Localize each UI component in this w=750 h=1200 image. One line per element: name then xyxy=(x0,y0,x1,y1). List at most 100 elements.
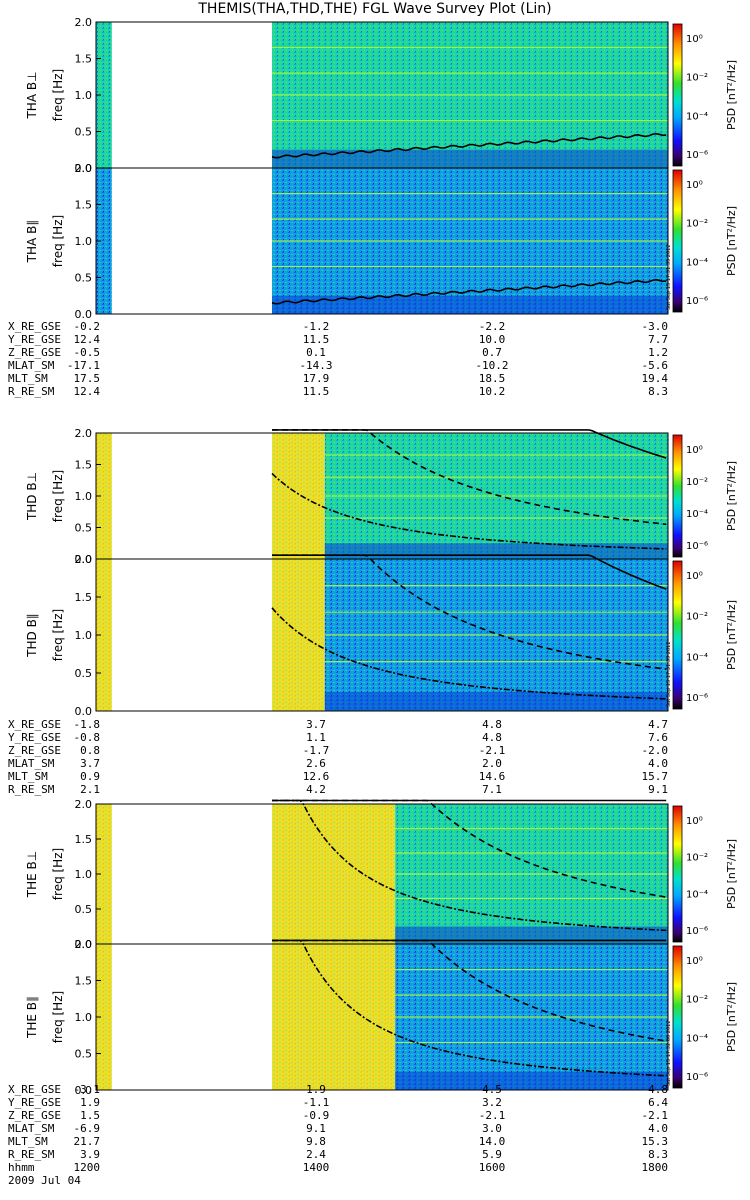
colorbar-tick-label: 10⁻⁶ xyxy=(686,1072,708,1083)
ephemeris-value: 5.9 xyxy=(482,1148,502,1161)
y-tick-label: 1.0 xyxy=(75,868,93,881)
y-tick-label: 1.0 xyxy=(75,89,93,102)
y-tick-label: 1.5 xyxy=(75,199,93,212)
ephemeris-value: 8.3 xyxy=(648,385,668,398)
time-axis: hhmm 1200 1400 1600 1800 2009 Jul 04 xyxy=(8,1161,668,1187)
half-gyrofrequency-curve xyxy=(272,939,667,1042)
colorbar-tick-label: 10⁻² xyxy=(686,995,708,1006)
ephemeris-value: 21.7 xyxy=(74,1135,101,1148)
ephemeris-name: MLT_SM xyxy=(8,1135,48,1148)
ephemeris-value: 12.4 xyxy=(74,333,101,346)
ephemeris-value: 19.4 xyxy=(642,372,669,385)
ephemeris-name: X_RE_GSE xyxy=(8,718,61,731)
colorbar-tick-label: 10⁰ xyxy=(686,445,703,456)
panel-unit: freq [Hz] xyxy=(51,69,65,121)
ephemeris-value: 12.4 xyxy=(74,385,101,398)
ephemeris-value: 9.1 xyxy=(648,783,668,796)
y-tick-label: 2.0 xyxy=(75,798,93,811)
he-gyrofrequency-curve xyxy=(271,607,667,700)
colorbar-tick-label: 10⁻⁴ xyxy=(686,1033,708,1044)
he-gyrofrequency-curve xyxy=(272,939,667,1077)
low-frequency-band xyxy=(395,1071,668,1090)
low-frequency-band xyxy=(395,926,668,944)
ephemeris-value: 3.2 xyxy=(482,1096,502,1109)
y-tick-label: 0.5 xyxy=(75,126,93,139)
y-tick-label: 0.0 xyxy=(75,553,93,566)
ephemeris-value: -0.8 xyxy=(74,731,101,744)
ephemeris-name: MLAT_SM xyxy=(8,1122,55,1135)
colorbar-label: PSD [nT²/Hz] xyxy=(725,982,738,1052)
ephemeris-name: R_RE_SM xyxy=(8,385,55,398)
panel-label: THE B⊥ xyxy=(25,851,39,898)
ephemeris-name: Y_RE_GSE xyxy=(8,731,61,744)
ephemeris-name: Z_RE_GSE xyxy=(8,744,61,757)
colorbar-tick-label: 10⁻⁴ xyxy=(686,257,708,268)
ephemeris-table: X_RE_GSE -1.8 3.7 4.8 4.7 Y_RE_GSE -0.8 1.1 4.8 7… xyxy=(8,718,668,796)
panel-label: THA B⊥ xyxy=(25,71,39,119)
colorbar-tick-label: 10⁻⁴ xyxy=(686,652,708,663)
ephemeris-name: Y_RE_GSE xyxy=(8,1096,61,1109)
spectrogram-data-hot xyxy=(272,944,396,1090)
ephemeris-value: 2.6 xyxy=(306,757,326,770)
ephemeris-value: -1.8 xyxy=(74,718,101,731)
colorbar-tick-label: 10⁻² xyxy=(686,219,708,230)
colorbar-label: PSD [nT²/Hz] xyxy=(725,206,738,276)
low-frequency-band xyxy=(324,692,668,711)
colorbar-tick-label: 10⁻⁴ xyxy=(686,509,708,520)
plot-title: THEMIS(THA,THD,THE) FGL Wave Survey Plot… xyxy=(198,1,552,17)
ephemeris-value: 11.5 xyxy=(303,333,330,346)
he-gyrofrequency-curve xyxy=(271,472,667,550)
y-tick-label: 1.0 xyxy=(75,490,93,503)
spectrogram-data-hot xyxy=(272,559,325,711)
panel-unit: freq [Hz] xyxy=(51,848,65,900)
colorbar-tick-label: 10⁻⁶ xyxy=(686,150,708,161)
y-tick-label: 2.0 xyxy=(75,553,93,566)
y-tick-label: 1.5 xyxy=(75,591,93,604)
ephemeris-name: X_RE_GSE xyxy=(8,1083,61,1096)
ephemeris-value: 1.9 xyxy=(306,1083,326,1096)
y-tick-label: 0.5 xyxy=(75,522,93,535)
ephemeris-value: 8.3 xyxy=(648,1148,668,1161)
ephemeris-value: 1.9 xyxy=(80,1096,100,1109)
ephemeris-value: 4.0 xyxy=(648,1122,668,1135)
gyrofrequency-curve xyxy=(271,132,667,159)
panel-label: THA B∥ xyxy=(25,220,39,264)
y-tick-label: 0.5 xyxy=(75,903,93,916)
ephemeris-name: Y_RE_GSE xyxy=(8,333,61,346)
colorbar-tick-label: 10⁻⁶ xyxy=(686,693,708,704)
time-tick-label: 1200 xyxy=(74,1161,101,1174)
ephemeris-value: 2.4 xyxy=(306,1148,326,1161)
ephemeris-value: 7.6 xyxy=(648,731,668,744)
colorbar xyxy=(672,434,683,558)
ephemeris-name: R_RE_SM xyxy=(8,1148,55,1161)
panel-label: THD B∥ xyxy=(25,613,39,658)
ephemeris-value: -5.6 xyxy=(642,359,669,372)
ephemeris-name: MLAT_SM xyxy=(8,757,55,770)
ephemeris-value: 4.2 xyxy=(306,783,326,796)
spectrogram-data-hot xyxy=(272,433,325,559)
colorbar-tick-label: 10⁻⁶ xyxy=(686,926,708,937)
gyrofrequency-curve xyxy=(271,278,667,305)
y-tick-label: 1.0 xyxy=(75,235,93,248)
colorbar-tick-label: 10⁻⁶ xyxy=(686,541,708,552)
ephemeris-value: -3.1 xyxy=(74,1083,101,1096)
ephemeris-value: -17.1 xyxy=(67,359,100,372)
colorbar-tick-label: 10⁰ xyxy=(686,956,703,967)
probe-group-the: 2.0 1.5 1.0 0.5 0.0 THE B⊥ freq [Hz] 10⁰ 10⁻² 10⁻… xyxy=(8,798,738,1161)
low-frequency-band xyxy=(272,149,668,168)
ephemeris-value: -0.5 xyxy=(74,346,101,359)
he-gyrofrequency-curve xyxy=(272,799,667,932)
y-tick-label: 2.0 xyxy=(75,16,93,29)
colorbar-tick-label: 10⁻² xyxy=(686,612,708,623)
timestamp: Sat Sep 15 17:31:39 2012 xyxy=(666,641,672,707)
colorbar xyxy=(672,169,683,313)
y-tick-label: 2.0 xyxy=(75,427,93,440)
date-label: 2009 Jul 04 xyxy=(8,1174,81,1187)
ephemeris-value: -0.2 xyxy=(74,320,101,333)
colorbar-tick-label: 10⁻⁶ xyxy=(686,296,708,307)
y-tick-label: 1.5 xyxy=(75,53,93,66)
panel-unit: freq [Hz] xyxy=(51,215,65,267)
y-tick-label: 1.0 xyxy=(75,629,93,642)
ephemeris-value: -2.2 xyxy=(479,320,506,333)
